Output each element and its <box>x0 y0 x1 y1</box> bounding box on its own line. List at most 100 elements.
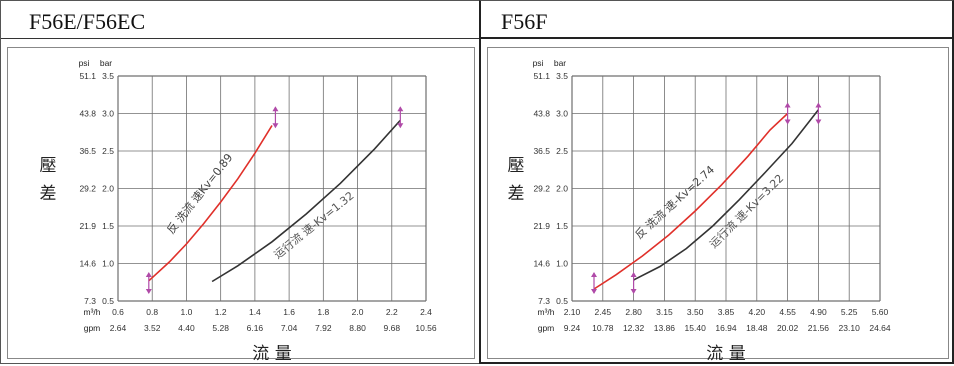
y-tick-psi: 43.8 <box>79 109 96 119</box>
x-tick-m3h: 3.85 <box>718 307 735 317</box>
y-tick-bar: 0.5 <box>556 296 568 306</box>
x-tick-gpm: 3.52 <box>144 323 161 333</box>
x-tick-m3h: 1.6 <box>283 307 295 317</box>
y-tick-psi: 36.5 <box>533 146 550 156</box>
y-tick-bar: 3.5 <box>102 71 114 81</box>
y-unit-psi: psi <box>79 58 90 68</box>
y-tick-psi: 29.2 <box>533 184 550 194</box>
range-marker-arrow-up <box>815 102 822 108</box>
y-tick-psi: 36.5 <box>79 146 96 156</box>
range-marker-arrow-down <box>591 289 597 294</box>
x-tick-gpm: 18.48 <box>746 323 768 333</box>
y-tick-bar: 1.0 <box>556 259 568 269</box>
y-tick-bar: 1.5 <box>102 221 114 231</box>
y-tick-psi: 7.3 <box>84 296 96 306</box>
y-tick-psi: 7.3 <box>538 296 550 306</box>
range-marker-arrow-down <box>630 289 637 294</box>
y-unit-bar: bar <box>100 58 112 68</box>
x-tick-m3h: 2.2 <box>386 307 398 317</box>
chart-svg: 7.3 0.5 14.6 1.0 21.9 1.5 29.2 2.0 36.5 2.5 43.8 3.… <box>508 58 891 364</box>
y-tick-psi: 21.9 <box>79 221 96 231</box>
y-tick-psi: 43.8 <box>533 109 550 119</box>
range-marker-arrow-down <box>397 123 404 129</box>
range-marker-arrow-down <box>784 119 791 125</box>
y-axis-title-char: 壓 <box>508 156 525 176</box>
x-unit-m3h: m³/h <box>84 307 101 317</box>
x-tick-m3h: 1.2 <box>215 307 227 317</box>
y-tick-bar: 2.5 <box>102 146 114 156</box>
y-tick-bar: 2.0 <box>102 184 114 194</box>
y-tick-bar: 3.5 <box>556 71 568 81</box>
y-unit-psi: psi <box>533 58 544 68</box>
x-tick-m3h: 2.45 <box>595 307 612 317</box>
range-marker-arrow-up <box>591 272 597 277</box>
x-tick-m3h: 2.0 <box>352 307 364 317</box>
range-marker-arrow-up <box>784 102 791 108</box>
x-tick-gpm: 16.94 <box>715 323 737 333</box>
x-tick-gpm: 7.04 <box>281 323 298 333</box>
x-tick-m3h: 5.60 <box>872 307 889 317</box>
x-tick-m3h: 2.80 <box>625 307 642 317</box>
chart-title: F56E/F56EC <box>1 1 479 39</box>
x-tick-gpm: 12.32 <box>623 323 645 333</box>
chart-panel-f56e: F56E/F56EC 7.3 0.5 14.6 1.0 21.9 1.5 29.2 2.0 36… <box>0 0 480 364</box>
range-marker-arrow-up <box>272 106 279 112</box>
x-tick-m3h: 1.4 <box>249 307 261 317</box>
service-curve <box>211 119 401 283</box>
y-tick-bar: 2.0 <box>556 184 568 194</box>
x-tick-m3h: 4.20 <box>749 307 766 317</box>
range-marker-arrow-up <box>397 106 404 112</box>
x-tick-gpm: 9.24 <box>564 323 581 333</box>
y-axis-title-char: 差 <box>508 184 525 204</box>
y-axis-title-char: 差 <box>40 184 57 204</box>
y-tick-psi: 14.6 <box>79 259 96 269</box>
x-tick-gpm: 10.56 <box>415 323 437 333</box>
y-tick-psi: 21.9 <box>533 221 550 231</box>
x-tick-m3h: 1.0 <box>181 307 193 317</box>
y-tick-psi: 14.6 <box>533 259 550 269</box>
range-marker-arrow-down <box>815 119 822 125</box>
x-tick-m3h: 4.90 <box>810 307 827 317</box>
series-label: 运行流 速-Kv=1.32 <box>271 188 357 261</box>
x-tick-gpm: 5.28 <box>212 323 229 333</box>
backwash-curve <box>148 125 273 282</box>
y-tick-bar: 0.5 <box>102 296 114 306</box>
backwash-curve <box>593 112 789 290</box>
range-marker-arrow-up <box>630 272 637 277</box>
x-tick-gpm: 15.40 <box>685 323 707 333</box>
chart-panel-f56f: F56F 7.3 0.5 14.6 1.0 21.9 1.5 29.2 2.0 36.5 2.5 4… <box>479 0 954 364</box>
y-tick-psi: 51.1 <box>79 71 96 81</box>
range-marker-arrow-up <box>145 272 152 277</box>
plot-frame: 7.3 0.5 14.6 1.0 21.9 1.5 29.2 2.0 36.5 2.5 43.8 3.… <box>7 47 475 364</box>
service-curve <box>633 109 820 281</box>
y-tick-bar: 2.5 <box>556 146 568 156</box>
x-unit-m3h: m³/h <box>538 307 555 317</box>
series-label: 运行流 速-Kv=3.22 <box>706 171 786 251</box>
x-tick-gpm: 4.40 <box>178 323 195 333</box>
x-axis-title: 流 量 <box>252 344 291 364</box>
y-tick-bar: 3.0 <box>102 109 114 119</box>
x-tick-gpm: 7.92 <box>315 323 332 333</box>
y-tick-bar: 3.0 <box>556 109 568 119</box>
x-tick-gpm: 2.64 <box>110 323 127 333</box>
series-label: 反 洗流 速Kv=0.89 <box>164 151 236 237</box>
x-tick-m3h: 5.25 <box>841 307 858 317</box>
x-tick-m3h: 3.50 <box>687 307 704 317</box>
x-tick-m3h: 2.10 <box>564 307 581 317</box>
x-tick-m3h: 0.6 <box>112 307 124 317</box>
y-tick-bar: 1.0 <box>102 259 114 269</box>
x-tick-gpm: 23.10 <box>839 323 861 333</box>
x-tick-m3h: 3.15 <box>656 307 673 317</box>
x-tick-m3h: 1.8 <box>317 307 329 317</box>
x-axis-title: 流 量 <box>706 344 745 364</box>
x-tick-m3h: 0.8 <box>146 307 158 317</box>
x-tick-m3h: 2.4 <box>420 307 432 317</box>
x-tick-gpm: 9.68 <box>384 323 401 333</box>
y-axis-title-char: 壓 <box>40 156 57 176</box>
x-unit-gpm: gpm <box>84 323 101 333</box>
x-tick-gpm: 21.56 <box>808 323 830 333</box>
x-tick-gpm: 13.86 <box>654 323 676 333</box>
x-tick-m3h: 4.55 <box>779 307 796 317</box>
x-tick-gpm: 10.78 <box>592 323 614 333</box>
